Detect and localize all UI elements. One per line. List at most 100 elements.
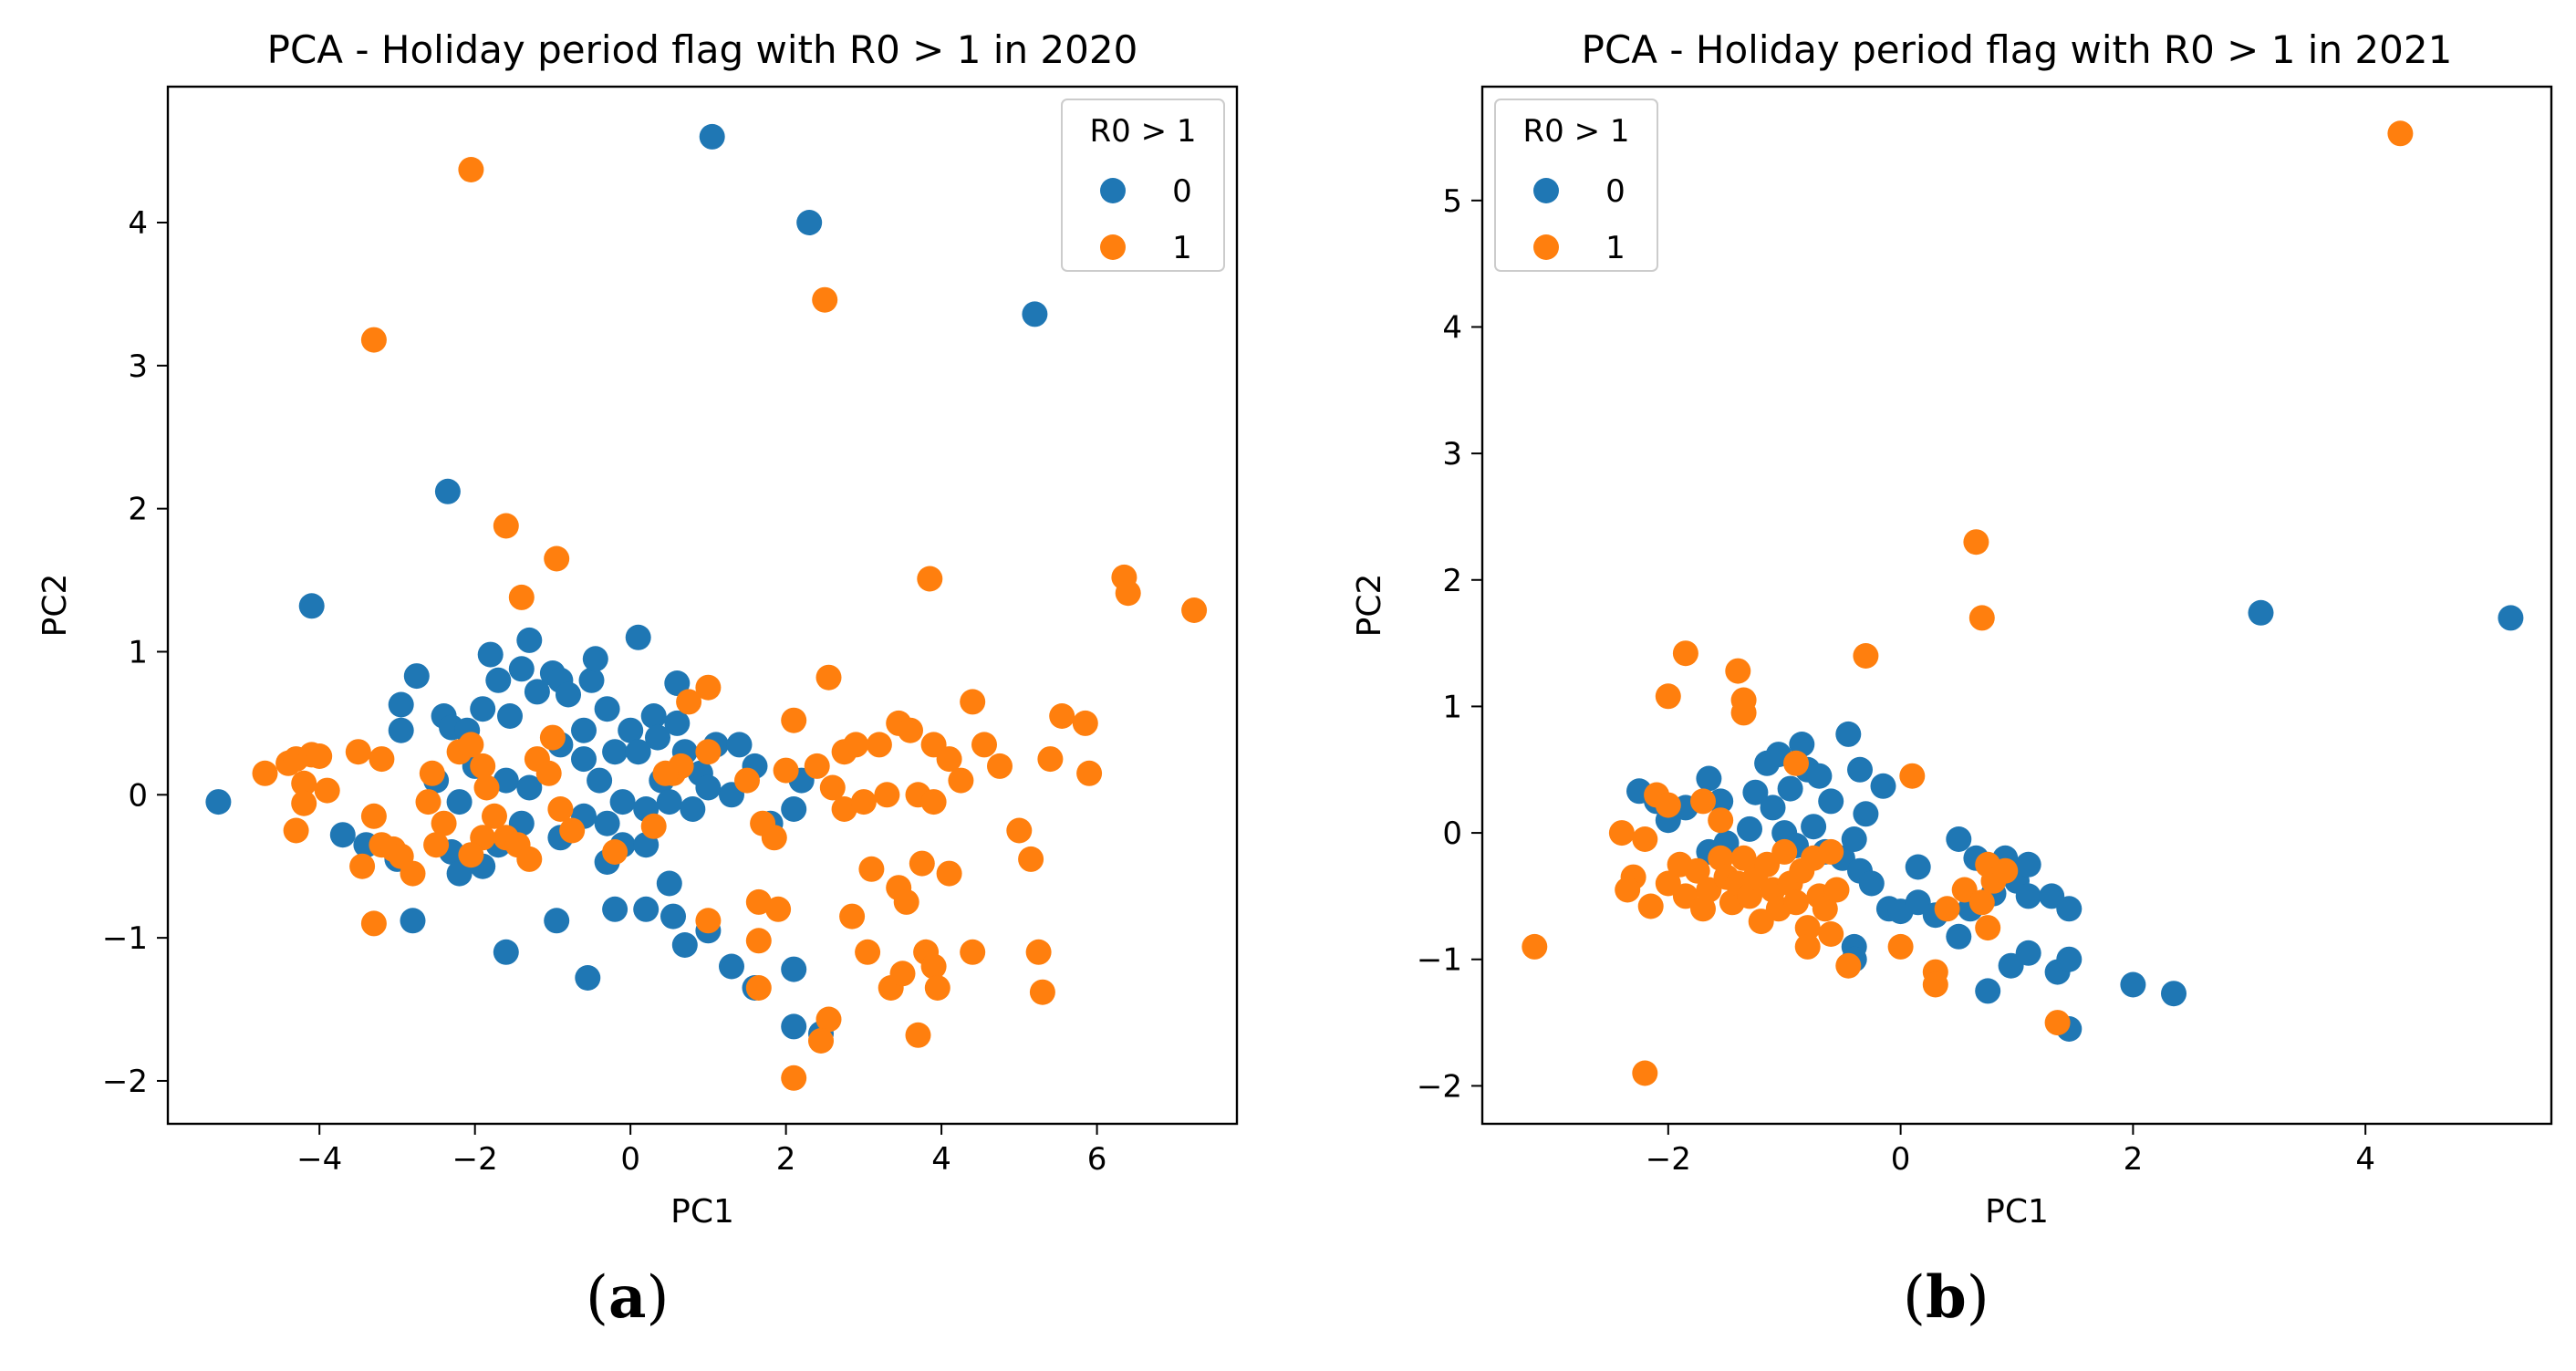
point-series-0-84 [575,965,601,991]
point-series-1-51 [695,674,722,701]
point-series-1-46 [539,724,566,751]
point-series-1-4 [544,545,570,572]
point-series-0-1 [2498,605,2524,631]
legend-title: R0 > 1 [1090,113,1197,150]
point-series-1-12 [1655,792,1681,818]
point-series-1-90 [839,903,866,930]
point-series-1-18 [291,790,317,816]
legend-label-1: 1 [1605,230,1626,266]
point-series-1-107 [745,928,772,954]
point-series-1-34 [470,753,496,779]
point-series-1-19 [1637,893,1664,919]
point-series-1-38 [458,842,484,868]
point-series-0-3 [699,123,725,150]
y-tick-label: −1 [102,920,148,957]
y-tick-label: −2 [1417,1068,1462,1105]
point-series-0-16 [477,641,504,668]
x-tick-label: 0 [1891,1141,1911,1178]
point-series-1-1 [1963,529,1989,556]
point-series-0-7 [1708,788,1734,815]
point-series-1-78 [819,774,846,801]
point-series-0-85 [493,939,519,965]
point-series-1-80 [850,789,877,815]
legend-label-0: 0 [1172,173,1192,210]
point-series-1-35 [473,774,500,801]
y-tick-label: 3 [128,348,148,385]
point-series-1-76 [1072,710,1098,736]
point-series-0-80 [781,956,807,982]
point-series-1-8 [1115,580,1141,607]
point-series-0-36 [1905,854,1931,880]
point-series-1-19 [345,739,371,765]
chart-panel-a: −4 −2 0 2 4 6 −2 −1 0 1 2 3 4 PCA - Holiday period fl… [36,27,1239,1231]
point-series-0-18 [1835,721,1862,747]
point-series-1-13 [291,770,317,796]
point-series-0-13 [1777,775,1803,802]
point-series-0-51 [680,796,706,822]
point-series-0-64 [446,860,473,887]
legend: R0 > 1 0 1 [1494,99,1658,272]
point-series-0-52 [695,774,722,801]
y-tick-label: 4 [1442,309,1462,346]
point-series-0-40 [645,724,670,751]
y-axis-label: PC2 [1351,574,1388,638]
point-series-1-72 [1006,817,1033,844]
legend-marker-1 [1533,234,1559,260]
legend-marker-0 [1100,178,1126,203]
point-series-1-6 [1730,700,1757,726]
point-series-0-17 [485,667,512,693]
point-series-0-19 [1847,756,1873,783]
point-series-1-36 [482,803,507,829]
y-tick-label: 5 [1442,183,1462,220]
x-tick-label: 2 [2124,1141,2144,1178]
point-series-1-102 [808,1028,834,1054]
point-series-0-50 [656,789,682,815]
panel-letter-a: a [608,1263,647,1332]
point-series-0-62 [516,774,543,801]
point-series-1-47 [1794,933,1821,960]
point-series-1-75 [1049,703,1075,729]
point-series-1-5 [508,584,535,610]
point-series-1-24 [400,860,426,887]
point-series-0-11 [388,691,414,718]
point-series-1-58 [781,707,807,733]
point-series-1-7 [1853,643,1879,669]
point-series-1-3 [1672,640,1698,667]
point-series-0-33 [664,710,691,736]
point-series-0-59 [446,789,473,815]
y-tick-label: −2 [102,1064,148,1100]
point-series-1-106 [745,975,772,1001]
point-series-0-73 [602,896,628,922]
point-series-0-29 [571,717,597,743]
point-series-0-10 [403,663,430,690]
legend: R0 > 1 0 1 [1061,99,1225,272]
point-series-1-95 [920,953,947,980]
point-series-1-15 [306,743,333,769]
point-series-1-74 [1037,746,1064,773]
point-series-0-12 [388,717,414,743]
point-series-1-97 [960,939,986,965]
x-axis-label: PC1 [670,1193,734,1231]
point-series-0-30 [594,696,620,722]
legend-marker-0 [1533,178,1559,203]
y-tick-label: −1 [1417,942,1462,979]
point-series-1-4 [1725,658,1751,684]
point-series-0-81 [781,1013,807,1040]
point-series-1-29 [419,760,445,786]
point-series-1-23 [1684,857,1710,884]
point-series-1-66 [898,717,923,743]
point-series-1-44 [1812,896,1838,922]
point-series-0-0 [205,789,232,815]
point-series-0-46 [609,789,636,815]
point-series-0-20 [1853,801,1879,827]
point-series-0-34 [664,670,691,696]
y-tick-label: 4 [128,205,148,242]
legend-label-1: 1 [1172,230,1192,266]
point-series-0-37 [587,767,613,794]
point-series-0-4 [796,210,823,235]
point-series-1-88 [909,850,935,877]
point-series-0-37 [1946,826,1972,852]
point-series-1-2 [1968,605,1995,631]
point-series-0-6 [1696,765,1722,792]
